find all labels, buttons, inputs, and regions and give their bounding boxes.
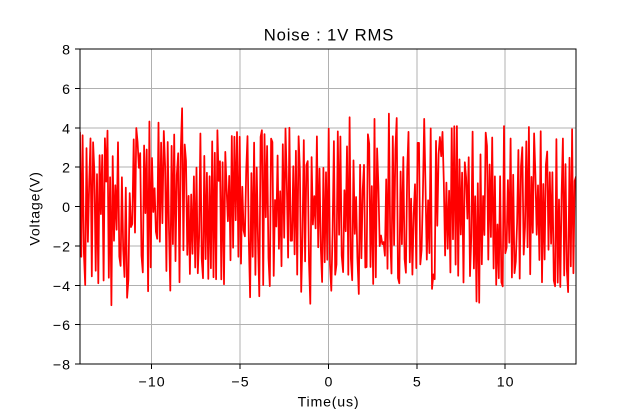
- svg-text:−2: −2: [53, 239, 71, 255]
- svg-text:5: 5: [413, 375, 422, 391]
- svg-text:2: 2: [62, 161, 71, 177]
- svg-text:4: 4: [62, 121, 71, 137]
- svg-text:−10: −10: [139, 375, 166, 391]
- svg-text:0: 0: [324, 375, 333, 391]
- svg-text:10: 10: [497, 375, 515, 391]
- svg-text:8: 8: [62, 43, 71, 59]
- svg-text:−6: −6: [53, 318, 71, 334]
- svg-text:6: 6: [62, 82, 71, 98]
- svg-text:0: 0: [62, 200, 71, 216]
- svg-text:Voltage(V): Voltage(V): [28, 171, 44, 245]
- svg-text:Noise : 1V RMS: Noise : 1V RMS: [264, 25, 395, 44]
- svg-text:−5: −5: [231, 375, 249, 391]
- svg-text:Time(us): Time(us): [298, 395, 360, 409]
- svg-text:−8: −8: [53, 358, 71, 374]
- svg-text:−4: −4: [53, 279, 71, 295]
